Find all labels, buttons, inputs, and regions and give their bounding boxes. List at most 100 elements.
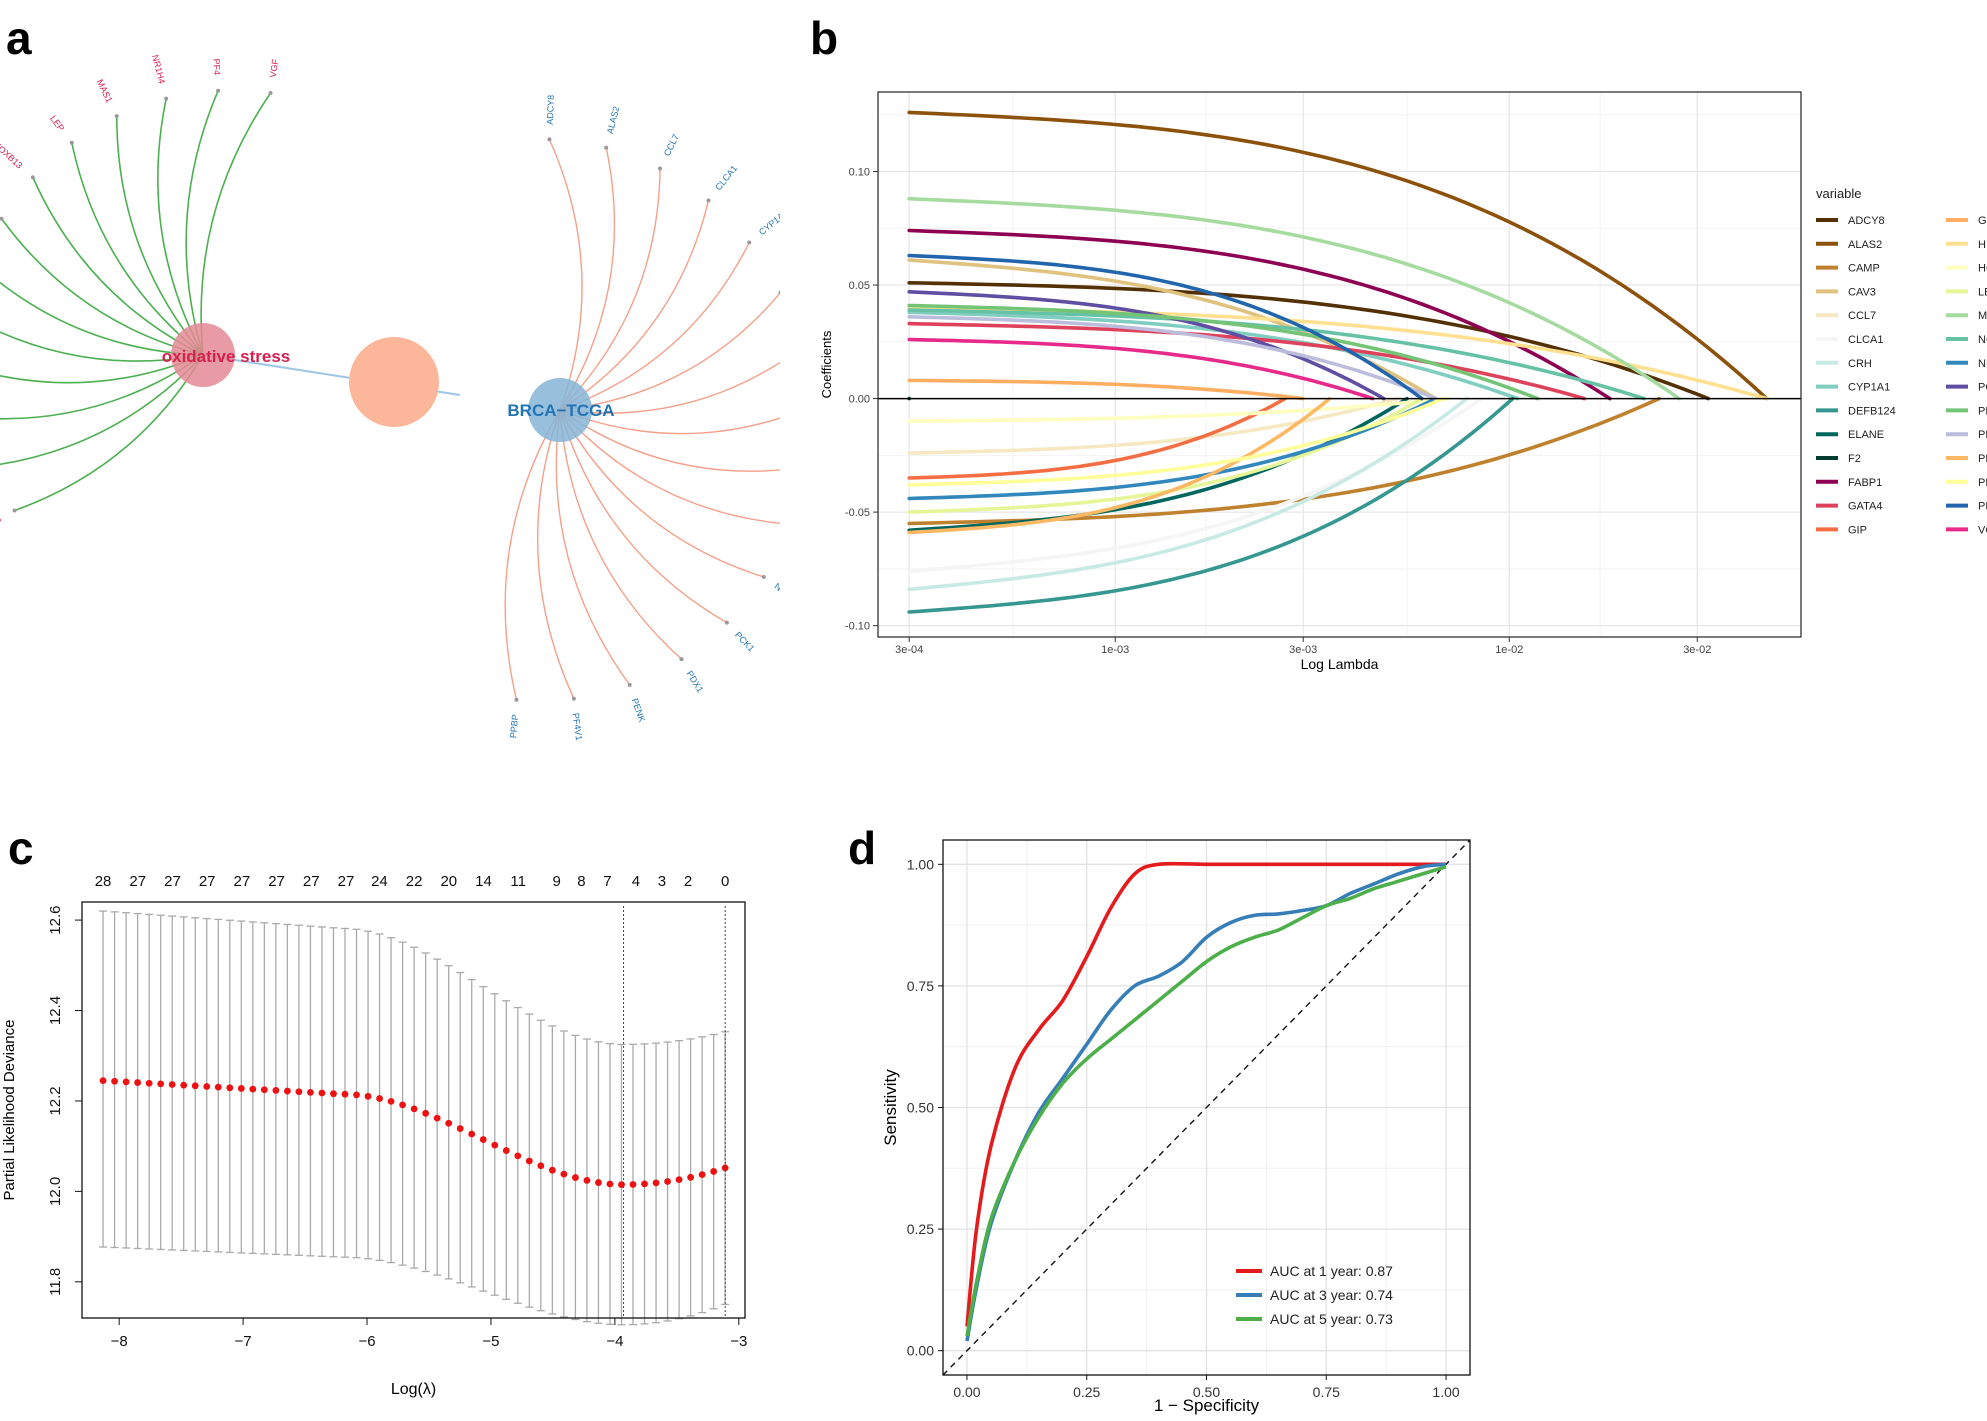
panel-b-coefficient-paths: b 3e-04 1e-03 3e-03 1e-02 3e-02 -0.10 -0.05 0.0… — [800, 0, 1987, 760]
cv-x-tick-label: −4 — [606, 1333, 623, 1350]
coef-line-hoxb13 — [907, 396, 1450, 424]
gene-node-lep — [69, 140, 74, 145]
gene-label-cyp1a1: CYP1A1 — [757, 208, 780, 238]
roc-line-5-year — [965, 865, 1447, 1337]
cv-error-bars — [99, 910, 730, 1326]
roc-legend-label-1: AUC at 1 year: 0.87 — [1270, 1263, 1393, 1279]
cv-mean-point — [237, 1085, 245, 1092]
roc-y-tick-label: 0.00 — [907, 1343, 934, 1359]
cv-mean-point — [157, 1080, 165, 1088]
gene-label-ccl7: CCL7 — [662, 133, 681, 158]
panel-label-d: d — [848, 822, 876, 874]
cv-y-tick-label: 12.2 — [47, 1086, 64, 1115]
gene-node-adcy8 — [547, 137, 552, 142]
gene-node-ccl7 — [658, 166, 663, 171]
cv-mean-point — [641, 1180, 648, 1188]
edge-brca-alas2 — [559, 147, 616, 411]
cv-count-label: 27 — [268, 873, 285, 890]
roc-y-axis-label: Sensitivity — [881, 1069, 900, 1146]
roc-x-tick-label: 1.00 — [1432, 1384, 1459, 1400]
cv-mean-point — [433, 1114, 441, 1122]
coef-legend-label-pf4: PF4 — [1978, 453, 1987, 465]
coef-legend-label-gip: GIP — [1848, 524, 1867, 536]
coef-line-pf4 — [907, 396, 1332, 535]
coef-legend-label-clca1: CLCA1 — [1848, 334, 1883, 346]
coef-legend-label-vgf: VGF — [1978, 524, 1987, 536]
cv-mean-point — [664, 1178, 671, 1185]
gene-node-pdx1 — [679, 657, 684, 662]
coef-line-alas2 — [907, 110, 1769, 401]
cv-mean-point — [514, 1152, 522, 1160]
cv-mean-point — [99, 1077, 107, 1085]
gene-label-penk: PENK — [630, 697, 648, 723]
roc-x-axis-label: 1 − Specificity — [1154, 1396, 1260, 1415]
edge-oxidative-mas1 — [115, 116, 204, 356]
edge-brca-pf4v1 — [536, 409, 575, 699]
cv-chart-svg: c 28 27 27 27 27 27 27 27 24 22 20 14 11 9 8 7 4 3 2 0 −8 −7… — [1, 822, 747, 1398]
cv-count-label: 27 — [199, 873, 216, 890]
coef-plot-frame — [877, 91, 1802, 638]
roc-line-1-year — [965, 861, 1446, 1327]
gene-label-pck1: PCK1 — [733, 630, 756, 654]
coef-y-axis-label: Coefficients — [819, 330, 834, 398]
cv-mean-point — [399, 1101, 406, 1109]
cv-mean-point — [502, 1147, 510, 1154]
coef-x-tick-label: 3e-02 — [1683, 644, 1711, 656]
coef-line-fabp1 — [907, 228, 1612, 401]
cv-mean-point — [525, 1157, 533, 1165]
coef-line-vgf — [907, 337, 1375, 401]
gene-label-vgf: VGF — [268, 58, 281, 78]
cv-count-label: 14 — [475, 873, 492, 890]
gene-node-pf4 — [216, 88, 221, 93]
cv-mean-point — [572, 1174, 579, 1181]
cv-axes: −8 −7 −6 −5 −4 −3 11.8 12.0 12.2 12.4 12.6 — [47, 901, 747, 1350]
coef-x-tick-label: 3e-03 — [1289, 644, 1317, 656]
coef-x-tick-label: 1e-03 — [1101, 644, 1129, 656]
network-svg: a VGFPF4NR1H4MAS1LEPHOXB13GIPGATA4F2ELAN… — [0, 12, 855, 741]
cv-y-tick-label: 12.4 — [47, 996, 64, 1025]
cv-mean-point — [341, 1090, 349, 1098]
coef-legend-title: variable — [1816, 186, 1862, 201]
cv-plot-frame — [81, 901, 746, 1319]
gene-label-pdx1: PDX1 — [685, 669, 706, 694]
panel-a-network: a VGFPF4NR1H4MAS1LEPHOXB13GIPGATA4F2ELAN… — [0, 0, 855, 770]
panel-c-cv-deviance: c 28 27 27 27 27 27 27 27 24 22 20 14 11 9 8 7 4 3 2 0 −8 −7… — [0, 820, 760, 1416]
cv-x-tick-label: −3 — [730, 1333, 747, 1350]
gene-node-vgf — [268, 90, 273, 95]
roc-x-tick-label: 0.00 — [953, 1384, 980, 1400]
roc-series-lines — [942, 839, 1471, 1376]
cv-mean-point — [307, 1088, 314, 1096]
cv-mean-point — [537, 1162, 545, 1170]
coef-legend-label-lep: LEP — [1978, 286, 1987, 298]
coef-legend-label-mas1: MAS1 — [1978, 310, 1987, 322]
edge-oxidative-lep — [70, 142, 204, 356]
edge-brca-defb124 — [559, 292, 782, 411]
cv-lambda-lines — [623, 906, 726, 1318]
middle-node — [349, 337, 439, 427]
gene-node-alas2 — [604, 145, 609, 150]
coef-legend-label-defb124: DEFB124 — [1848, 405, 1896, 417]
gene-label-ngb: NGB — [773, 581, 780, 600]
coef-line-crh — [907, 396, 1469, 592]
edge-oxidative-gip — [0, 218, 204, 356]
edge-oxidative-pf4 — [185, 90, 219, 356]
coef-x-tick-label: 3e-04 — [895, 644, 923, 656]
edge-oxidative-nr1h4 — [157, 98, 204, 356]
cv-x-tick-label: −5 — [482, 1333, 499, 1350]
cv-y-axis-label: Partial Likelihood Deviance — [1, 1020, 18, 1201]
coef-legend-label-ppbp: PPBP — [1978, 501, 1987, 513]
edge-brca-ppbp — [504, 409, 561, 700]
coef-legend-label-elane: ELANE — [1848, 429, 1884, 441]
roc-x-tick-label: 0.25 — [1073, 1384, 1100, 1400]
cv-mean-point — [606, 1180, 614, 1188]
cv-x-tick-label: −8 — [111, 1333, 128, 1350]
coef-legend-label-crh: CRH — [1848, 358, 1872, 370]
coef-line-ngb — [907, 308, 1646, 401]
coef-line-ccl7 — [907, 396, 1400, 455]
cv-count-label: 0 — [721, 873, 729, 890]
edge-brca-penk — [555, 409, 631, 686]
roc-y-tick-label: 0.50 — [907, 1100, 934, 1116]
hub-label-brca-tcga: BRCA−TCGA — [507, 401, 614, 420]
coef-y-tick-label: 0.05 — [849, 280, 870, 292]
cv-mean-point — [364, 1092, 372, 1100]
